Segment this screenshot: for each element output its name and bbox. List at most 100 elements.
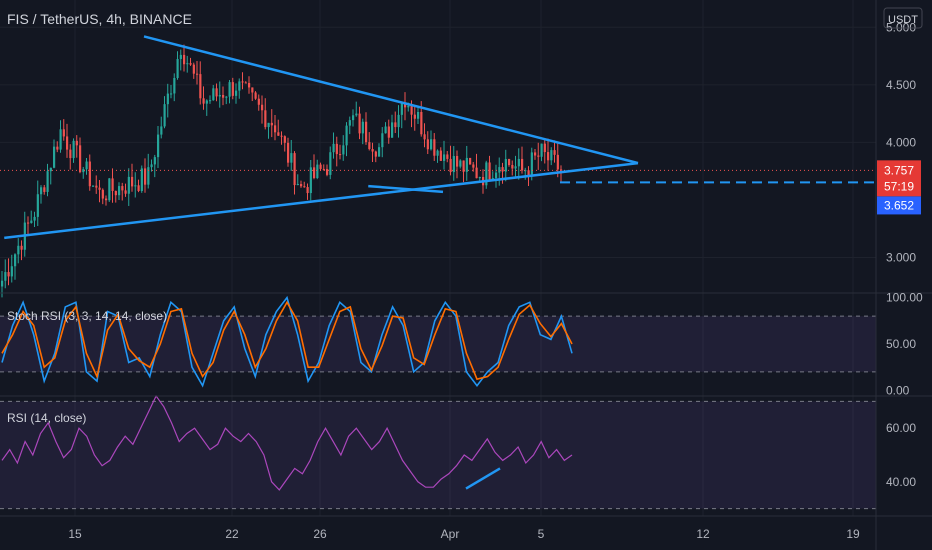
candle-body [40, 187, 43, 195]
candle-body [127, 176, 130, 194]
candle-body [7, 272, 10, 277]
candle-body [231, 82, 234, 96]
candle-body [543, 143, 546, 153]
candle-body [394, 122, 397, 128]
candle-body [433, 139, 436, 156]
support-trendline-segment [368, 184, 444, 194]
candle-body [547, 152, 550, 161]
currency-label: USDT [888, 14, 918, 26]
candle-body [514, 166, 517, 169]
candle-body [14, 254, 17, 267]
candle-body [501, 167, 504, 172]
candle-body [537, 155, 540, 157]
candle-body [166, 93, 169, 105]
candle-body [553, 150, 556, 155]
candle-body [290, 153, 293, 163]
price-tick-label: 3.000 [886, 250, 916, 264]
candle-body [92, 185, 95, 187]
candle-body [254, 92, 257, 99]
time-tick-label: 22 [225, 527, 239, 541]
grid [0, 0, 876, 516]
time-tick-label: 12 [696, 527, 710, 541]
candle-body [244, 82, 247, 84]
candle-body [75, 140, 78, 146]
candle-body [274, 125, 277, 133]
candle-body [335, 143, 338, 155]
candle-body [469, 157, 472, 165]
candle-body [20, 245, 23, 250]
candle-body [443, 154, 446, 161]
candle-body [49, 167, 52, 172]
candle-body [306, 187, 309, 194]
candle-body [342, 145, 345, 155]
candle-body [378, 147, 381, 157]
candle-body [407, 105, 410, 108]
time-tick-label: 5 [538, 527, 545, 541]
candle-body [475, 167, 478, 179]
candle-body [352, 115, 355, 121]
candle-body [212, 88, 215, 101]
candle-body [400, 103, 403, 115]
candle-body [153, 157, 156, 165]
candle-body [358, 113, 361, 134]
candle-body [270, 122, 273, 126]
candle-body [238, 81, 241, 91]
time-tick-label: 26 [313, 527, 327, 541]
candle-body [413, 114, 416, 119]
candle-body [267, 122, 270, 128]
candle-body [332, 143, 335, 153]
candle-body [439, 150, 442, 161]
time-tick-label: Apr [441, 527, 460, 541]
candle-body [446, 154, 449, 159]
candle-body [449, 158, 452, 173]
candle-body [46, 171, 49, 192]
candle-body [495, 172, 498, 179]
candle-body [160, 126, 163, 135]
candle-body [17, 245, 20, 255]
candle-body [124, 190, 127, 194]
price-tick-label: 4.000 [886, 135, 916, 149]
candle-body [459, 160, 462, 167]
candle-body [108, 178, 111, 201]
rsi-band [0, 401, 876, 509]
stoch-tick-label: 0.00 [886, 383, 910, 397]
candle-body [300, 184, 303, 187]
price-pane[interactable] [0, 35, 876, 298]
candle-body [472, 164, 475, 168]
price-tick-label: 5.000 [886, 20, 916, 34]
currency-badge[interactable] [883, 7, 923, 29]
candle-body [222, 94, 225, 98]
candle-body [218, 94, 221, 97]
candle-body [205, 100, 208, 104]
triangle-upper-trendline [143, 35, 639, 165]
candle-body [27, 222, 30, 224]
candle-body [53, 146, 56, 168]
candle-body [257, 98, 260, 105]
candle-body [313, 167, 316, 179]
candle-body [511, 165, 514, 169]
time-tick-label: 19 [846, 527, 860, 541]
candle-body [137, 185, 140, 191]
candle-body [417, 111, 420, 119]
candle-body [456, 156, 459, 167]
candle-body [322, 168, 325, 170]
candle-body [465, 157, 468, 172]
triangle-lower-trendline [4, 161, 639, 240]
stoch-rsi-pane[interactable] [0, 295, 876, 388]
candle-body [316, 164, 319, 179]
rsi-pane[interactable] [0, 394, 876, 510]
candle-body [277, 132, 280, 136]
candle-body [43, 187, 46, 192]
candle-body [436, 150, 439, 156]
candle-body [79, 145, 82, 173]
level-price-label: 3.652 [884, 198, 914, 212]
candle-body [4, 272, 7, 281]
candle-body [280, 135, 283, 137]
candle-body [186, 63, 189, 65]
candle-body [524, 170, 527, 172]
rsi-divergence-trendline [465, 467, 501, 490]
candle-body [530, 152, 533, 176]
candle-body [508, 159, 511, 166]
